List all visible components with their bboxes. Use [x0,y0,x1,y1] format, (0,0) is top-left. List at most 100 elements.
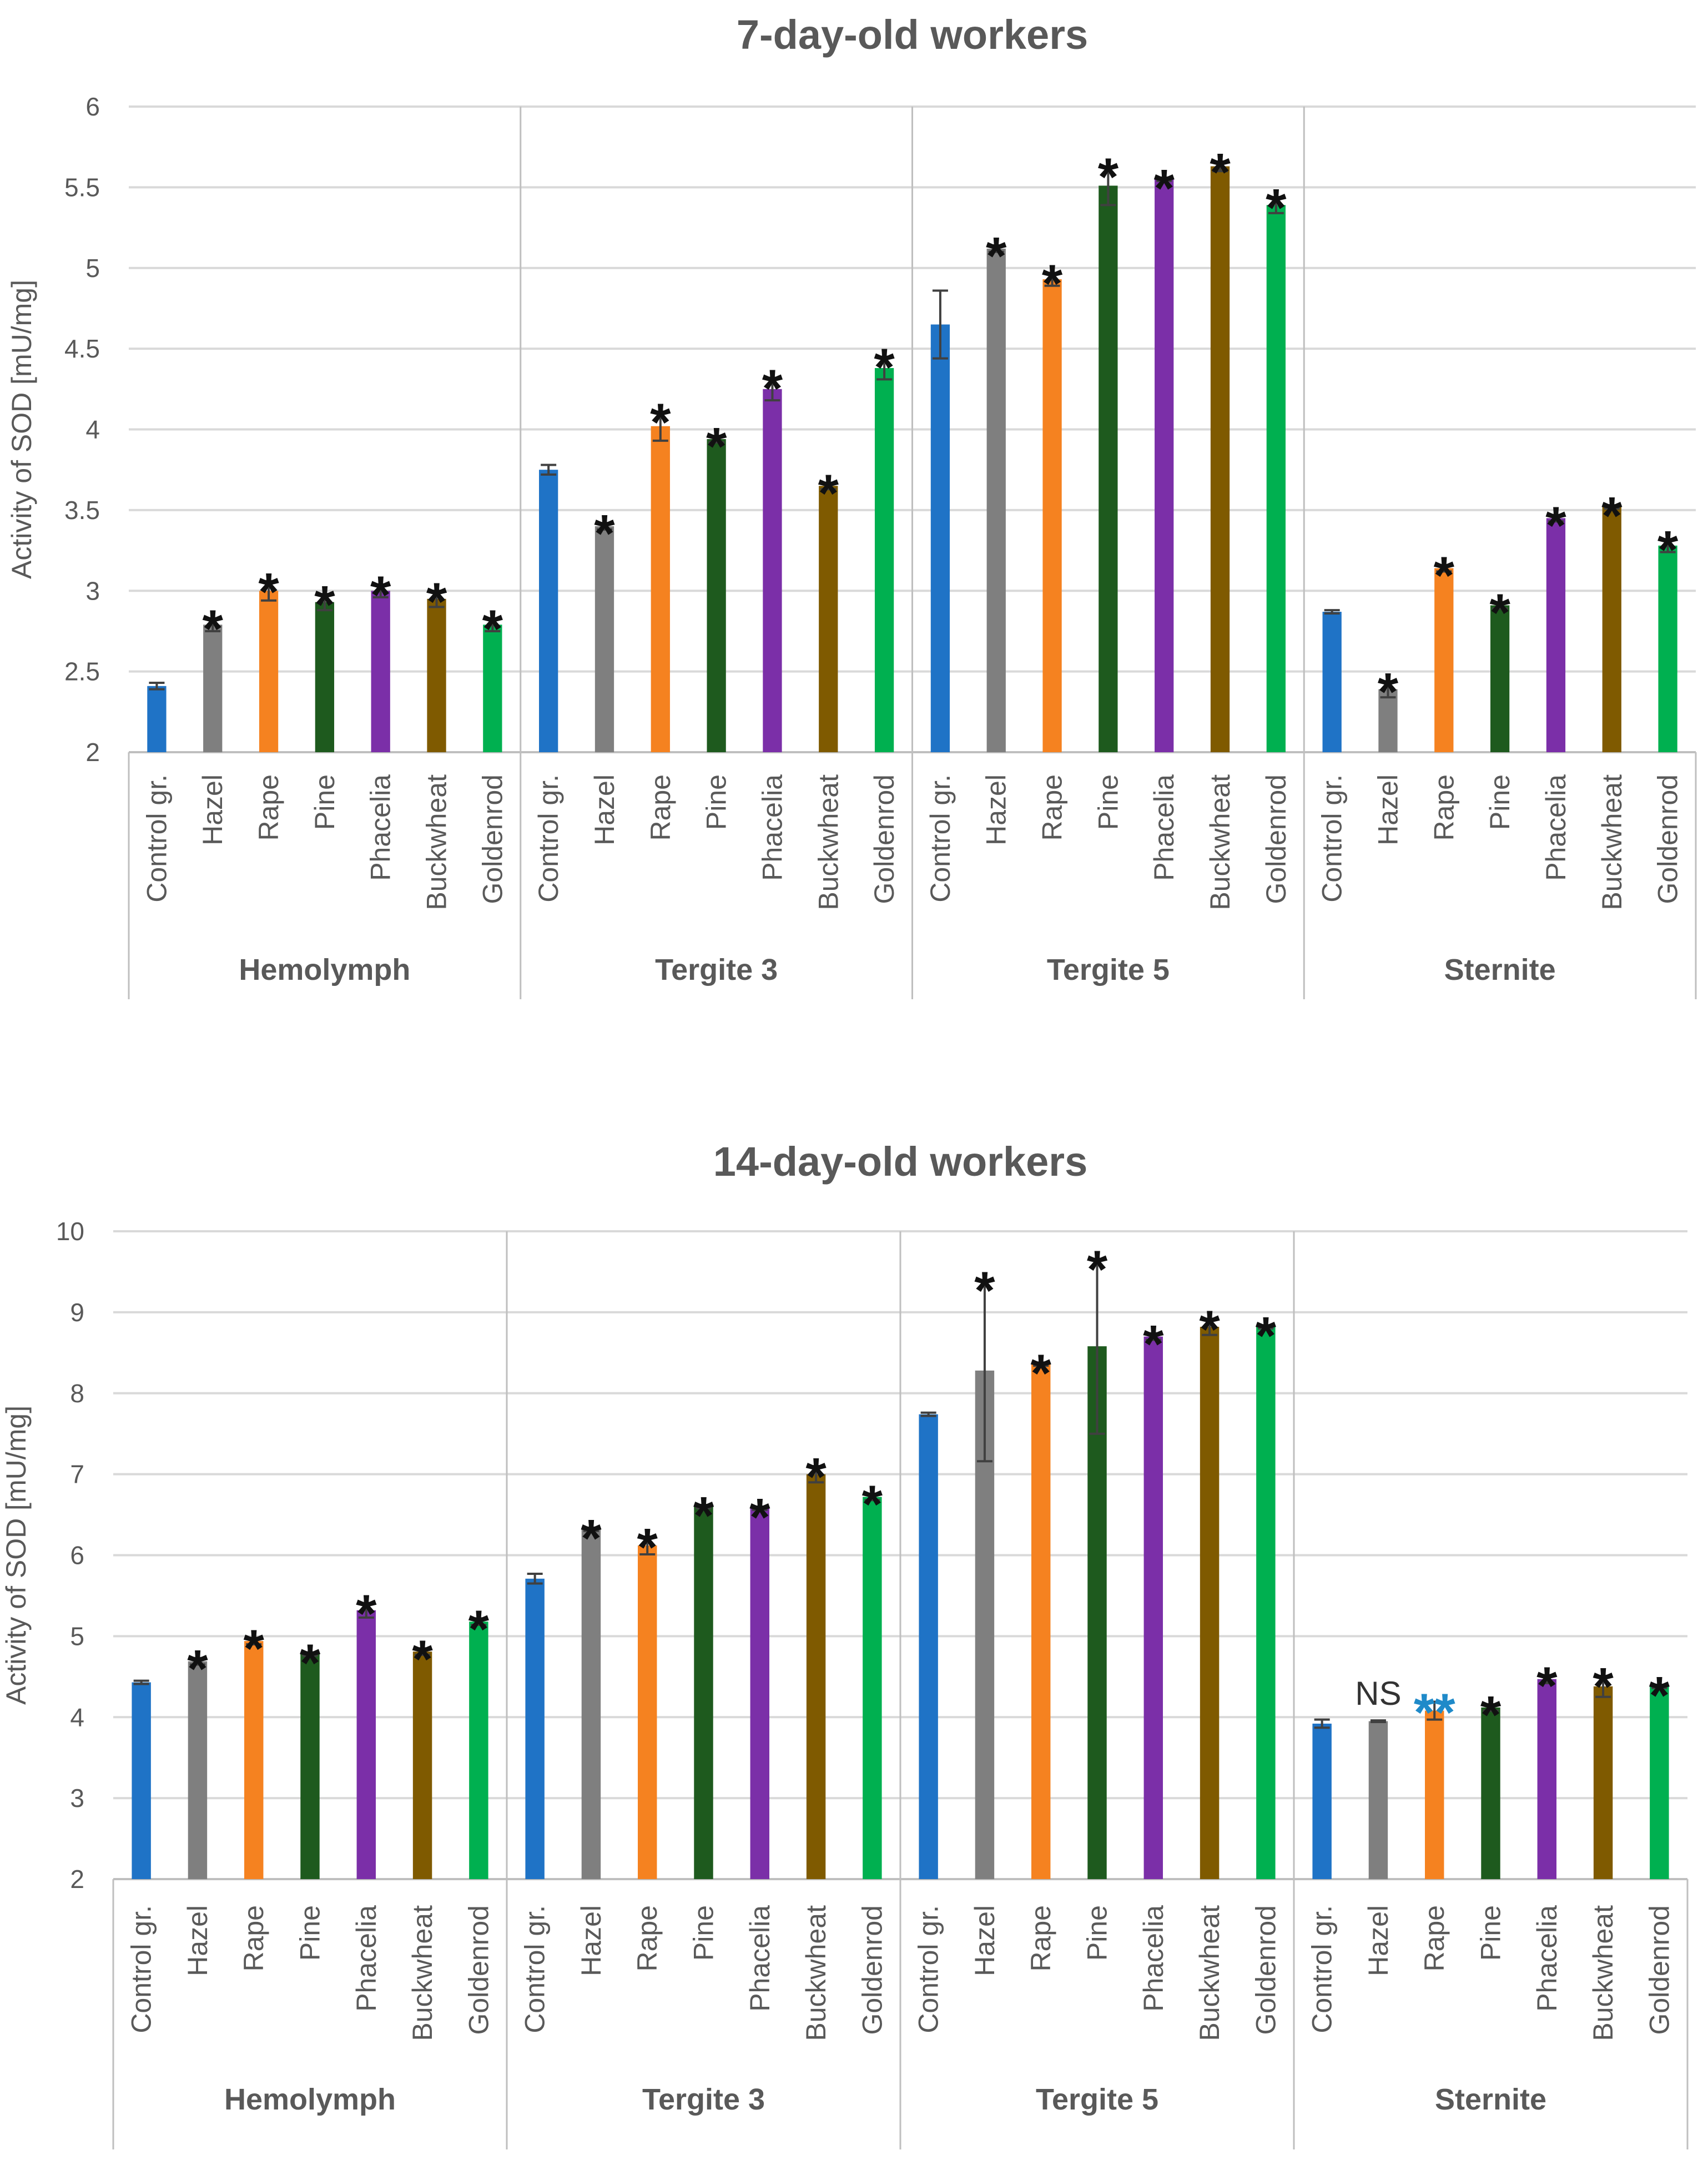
category-label: Hazel [197,774,228,845]
category-label: Phacelia [1531,1905,1563,2012]
category-label: Goldenrod [856,1905,888,2035]
error-bar [1212,160,1228,173]
bar [1481,1707,1500,1879]
bar [203,625,223,752]
significance-mark: * [805,1447,827,1507]
error-bar [1380,680,1396,699]
bar [986,248,1006,752]
error-bar [1033,1361,1049,1367]
significance-mark: * [874,338,895,397]
bar [1200,1327,1220,1879]
bar [1434,568,1454,752]
chart-panel-2: 14-day-old workers 2 3 4 5 6 7 8 9 10 Activity of … [1,1139,1689,2149]
significance-mark: * [1256,1306,1277,1366]
significance-mark: NS [1355,1675,1401,1712]
group-label: Tergite 3 [642,2083,765,2116]
significance-mark: * [314,575,335,635]
error-bar [696,1504,712,1509]
significance-mark: * [650,393,671,452]
y-axis-label: Activity of SOD [mU/mg] [1,1406,32,1705]
group-label: Tergite 5 [1047,953,1170,986]
y-tick-label: 9 [70,1298,84,1327]
significance-mark: * [986,226,1007,286]
category-label: Control gr. [126,1905,157,2033]
y-tick-label: 2.5 [64,657,100,686]
category-label: Buckwheat [1588,1905,1619,2041]
category-label: Control gr. [533,774,564,903]
y-tick-label: 4 [85,415,100,444]
error-bar [752,1505,768,1511]
category-label: Control gr. [913,1905,944,2033]
bar [132,1682,151,1879]
y-tick-label: 6 [85,92,100,121]
significance-mark: * [594,504,615,563]
error-bar [1548,513,1564,523]
bar [707,439,726,752]
category-label: Control gr. [1317,774,1348,903]
category-label: Goldenrod [477,774,508,904]
category-label: Control gr. [141,774,172,903]
bar [1424,1710,1444,1879]
y-tick-label: 2 [85,738,100,767]
significance-mark: * [862,1475,883,1534]
error-bar [189,1657,205,1666]
group-label: Sternite [1435,2083,1546,2116]
significance-mark: * [1031,1343,1052,1403]
category-label: Rape [1037,774,1068,841]
error-bar [1044,271,1060,287]
bar [1602,507,1621,752]
bar [188,1661,208,1879]
category-label: Goldenrod [463,1905,494,2035]
category-label: Phacelia [744,1905,775,2012]
category-label: Phacelia [1540,774,1571,881]
y-tick-label: 10 [56,1217,84,1246]
category-label: Pine [1092,774,1123,830]
significance-mark: * [974,1261,995,1321]
bar [1031,1364,1051,1879]
error-bar [1314,1718,1330,1729]
bar [371,591,390,752]
error-bar [820,481,837,491]
bar [874,368,894,752]
category-label: Rape [238,1905,269,1972]
significance-mark: * [370,566,391,625]
significance-mark: * [749,1488,770,1547]
category-label: Pine [309,774,340,830]
error-bar [1145,1332,1161,1341]
significance-mark: * [300,1634,321,1693]
category-label: Phacelia [1138,1905,1169,2012]
category-label: Hazel [1363,1905,1394,1976]
category-label: Rape [1025,1905,1056,1972]
chart-title: 7-day-old workers [737,12,1088,58]
significance-mark: * [1489,583,1510,643]
category-label: Buckwheat [1194,1905,1225,2041]
error-bar [1651,1683,1667,1689]
significance-mark: * [1657,520,1679,580]
significance-mark: ** [1414,1683,1455,1743]
bar [1312,1723,1332,1879]
category-label: Goldenrod [1250,1905,1281,2035]
category-label: Goldenrod [1644,1905,1675,2035]
category-label: Goldenrod [1261,774,1292,904]
error-bar [1483,1703,1499,1712]
y-tick-label: 5 [85,254,100,283]
significance-mark: * [1649,1666,1670,1725]
significance-mark: * [1266,178,1287,238]
category-label: Control gr. [925,774,956,903]
y-tick-label: 4.5 [64,334,100,363]
bar [1368,1721,1388,1879]
error-bar [261,580,277,602]
category-label: Buckwheat [407,1905,438,2041]
bar [525,1578,545,1879]
bar [539,470,558,752]
chart-title: 14-day-old workers [713,1139,1087,1185]
error-bar [1427,1700,1443,1721]
category-label: Buckwheat [800,1905,832,2041]
category-label: Rape [632,1905,663,1972]
y-tick-label: 3 [70,1784,84,1812]
error-bar [415,1647,431,1656]
error-bar [246,1637,262,1645]
error-bar [808,1465,824,1484]
error-bar [471,1617,487,1626]
